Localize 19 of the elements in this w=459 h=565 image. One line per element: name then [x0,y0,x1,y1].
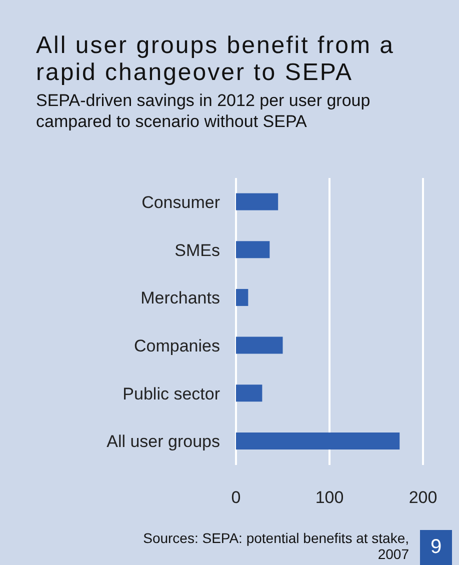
y-tick-label: SMEs [174,240,220,260]
bar [236,432,400,450]
bar [236,193,278,210]
x-tick-label: 200 [408,488,438,508]
y-tick-label: Companies [134,336,220,356]
bar [236,288,248,306]
bar [236,241,270,258]
y-tick-label: Consumer [142,192,220,212]
x-tick-label: 0 [231,488,241,508]
y-tick-label: Public sector [122,384,220,404]
chart-subtitle: SEPA-driven savings in 2012 per user group campared to scenario without SEPA [36,90,372,132]
bar [236,384,262,402]
chart-title: All user groups benefit from a rapid changeover to SEPA [36,32,396,86]
source-note: Sources: SEPA: potential benefits at stake, 2007 [142,530,409,562]
x-tick-label: 100 [315,488,344,508]
y-tick-label: Merchants [140,288,220,308]
text: 9 [420,530,452,565]
y-tick-label: All user groups [106,432,220,452]
bar [236,336,283,354]
